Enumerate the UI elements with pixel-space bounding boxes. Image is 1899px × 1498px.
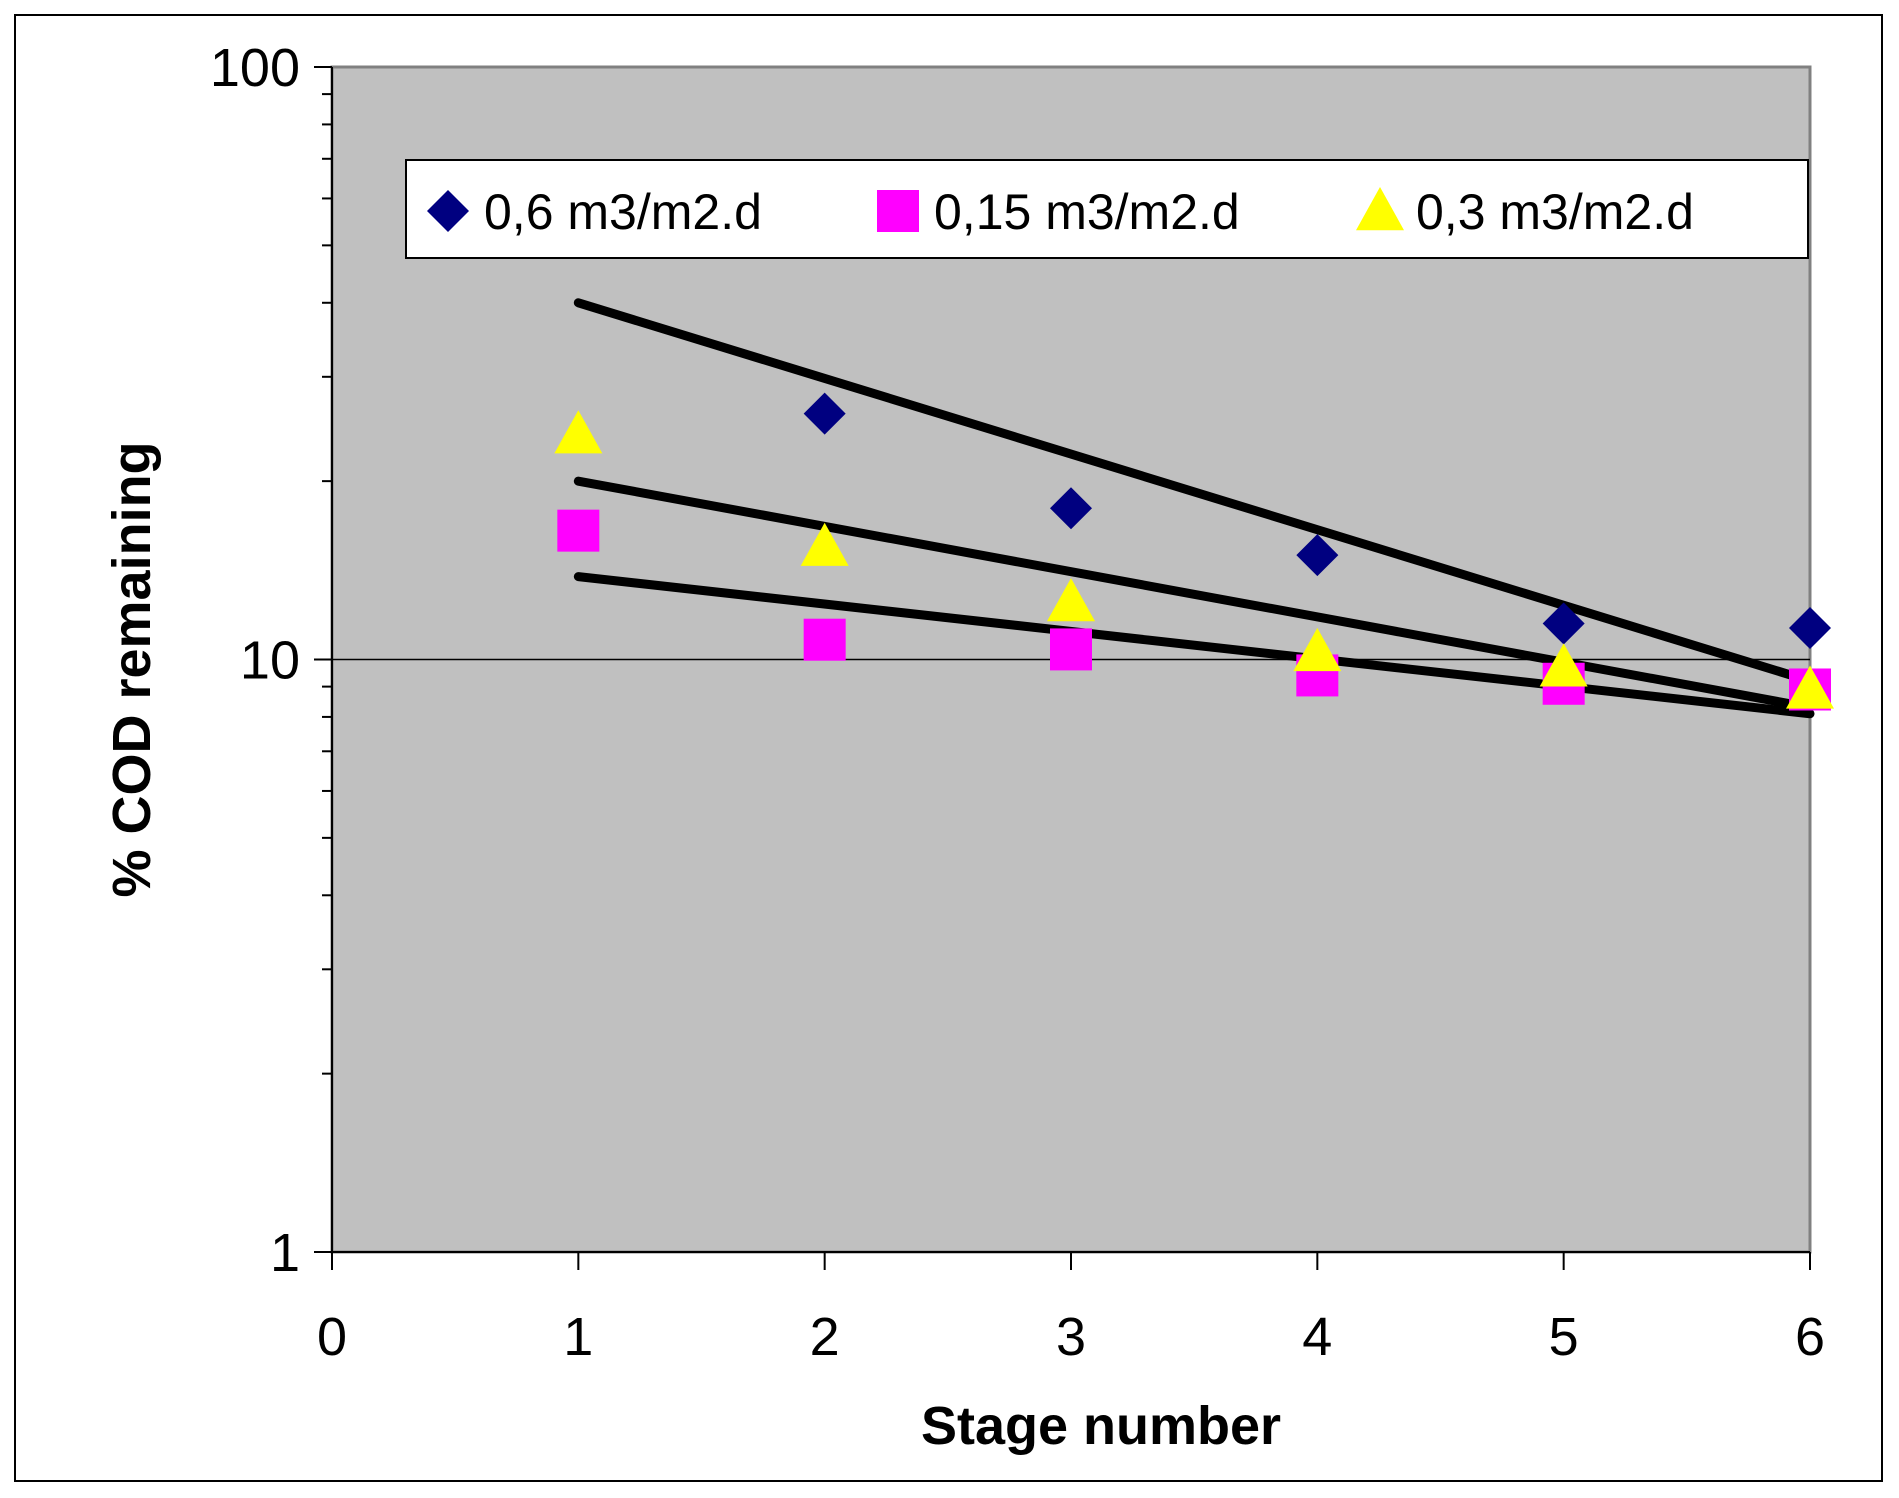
data-point-series-1	[1789, 607, 1831, 650]
x-tick-label: 4	[1302, 1307, 1332, 1367]
x-tick-label: 1	[563, 1307, 593, 1367]
x-tick-label: 5	[1549, 1307, 1579, 1367]
legend-marker-series-1	[427, 190, 469, 232]
legend-box	[405, 159, 1809, 259]
x-tick-label: 0	[317, 1307, 347, 1367]
data-point-series-1	[1050, 487, 1092, 530]
data-point-series-2	[557, 509, 600, 552]
data-point-series-3	[1047, 578, 1095, 622]
data-point-series-3	[800, 522, 849, 566]
trendline-series-1	[573, 298, 1815, 686]
x-tick-label: 2	[810, 1307, 840, 1367]
data-point-series-1	[803, 392, 846, 435]
y-axis-title: % COD remaining	[102, 441, 162, 897]
trendline-series-3	[573, 476, 1815, 712]
legend-label-series-3: 0,3 m3/m2.d	[1416, 184, 1694, 240]
x-tick-label: 3	[1056, 1307, 1086, 1367]
data-point-series-3	[1539, 643, 1588, 687]
data-point-series-1	[1542, 602, 1585, 645]
data-point-series-1	[1296, 534, 1339, 577]
legend-label-series-2: 0,15 m3/m2.d	[934, 184, 1240, 240]
legend-label-series-1: 0,6 m3/m2.d	[484, 184, 762, 240]
data-point-series-3	[1786, 665, 1834, 709]
data-point-series-3	[554, 410, 603, 454]
y-tick-label: 10	[240, 631, 300, 691]
x-tick-label: 6	[1795, 1307, 1825, 1367]
legend-marker-series-3	[1356, 187, 1404, 231]
legend-marker-series-2	[877, 190, 919, 232]
data-marks	[554, 209, 1834, 719]
trendline-series-2	[573, 572, 1815, 719]
data-point-series-2	[803, 618, 846, 661]
data-point-series-2	[1050, 628, 1092, 671]
y-tick-label: 100	[210, 38, 300, 98]
y-tick-label: 1	[270, 1223, 300, 1283]
x-axis-title: Stage number	[921, 1396, 1281, 1456]
data-point-series-3	[1293, 627, 1342, 672]
